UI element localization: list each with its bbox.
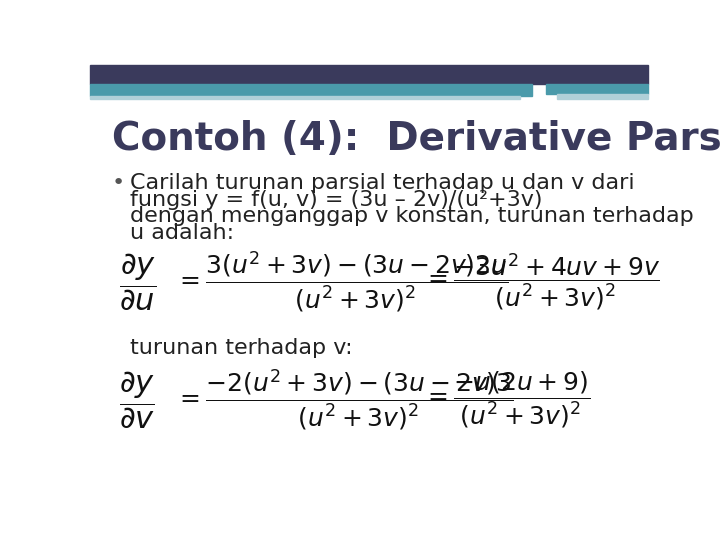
Text: fungsi y = f(u, v) = (3u – 2v)/(u²+3v): fungsi y = f(u, v) = (3u – 2v)/(u²+3v) [130, 190, 543, 210]
Text: $\dfrac{\partial y}{\partial v}$: $\dfrac{\partial y}{\partial v}$ [120, 369, 156, 430]
Text: $= \dfrac{3\left(u^2+3v\right)-\left(3u-2v\right)2u}{\left(u^2+3v\right)^2}$: $= \dfrac{3\left(u^2+3v\right)-\left(3u-… [175, 249, 508, 314]
Text: $= \dfrac{-3u^2+4uv+9v}{\left(u^2+3v\right)^2}$: $= \dfrac{-3u^2+4uv+9v}{\left(u^2+3v\rig… [423, 252, 660, 312]
Text: $= \dfrac{-2\left(u^2+3v\right)-\left(3u-2v\right)3}{\left(u^2+3v\right)^2}$: $= \dfrac{-2\left(u^2+3v\right)-\left(3u… [175, 368, 514, 432]
Text: •: • [112, 173, 125, 193]
Bar [546, 84, 648, 94]
Text: Contoh (4):  Derivative Parsial: Contoh (4): Derivative Parsial [112, 120, 720, 158]
Text: dengan menganggap v konstan, turunan terhadap: dengan menganggap v konstan, turunan ter… [130, 206, 694, 226]
Bar [90, 84, 532, 96]
Text: $\dfrac{\partial y}{\partial u}$: $\dfrac{\partial y}{\partial u}$ [120, 251, 157, 313]
Bar [90, 65, 648, 84]
Bar [90, 96, 520, 99]
Text: Carilah turunan parsial terhadap u dan v dari: Carilah turunan parsial terhadap u dan v… [130, 173, 635, 193]
Text: $= \dfrac{-u\left(2u+9\right)}{\left(u^2+3v\right)^2}$: $= \dfrac{-u\left(2u+9\right)}{\left(u^2… [423, 370, 590, 430]
Text: turunan terhadap v:: turunan terhadap v: [130, 338, 353, 358]
Bar [557, 94, 648, 99]
Text: u adalah:: u adalah: [130, 224, 235, 244]
